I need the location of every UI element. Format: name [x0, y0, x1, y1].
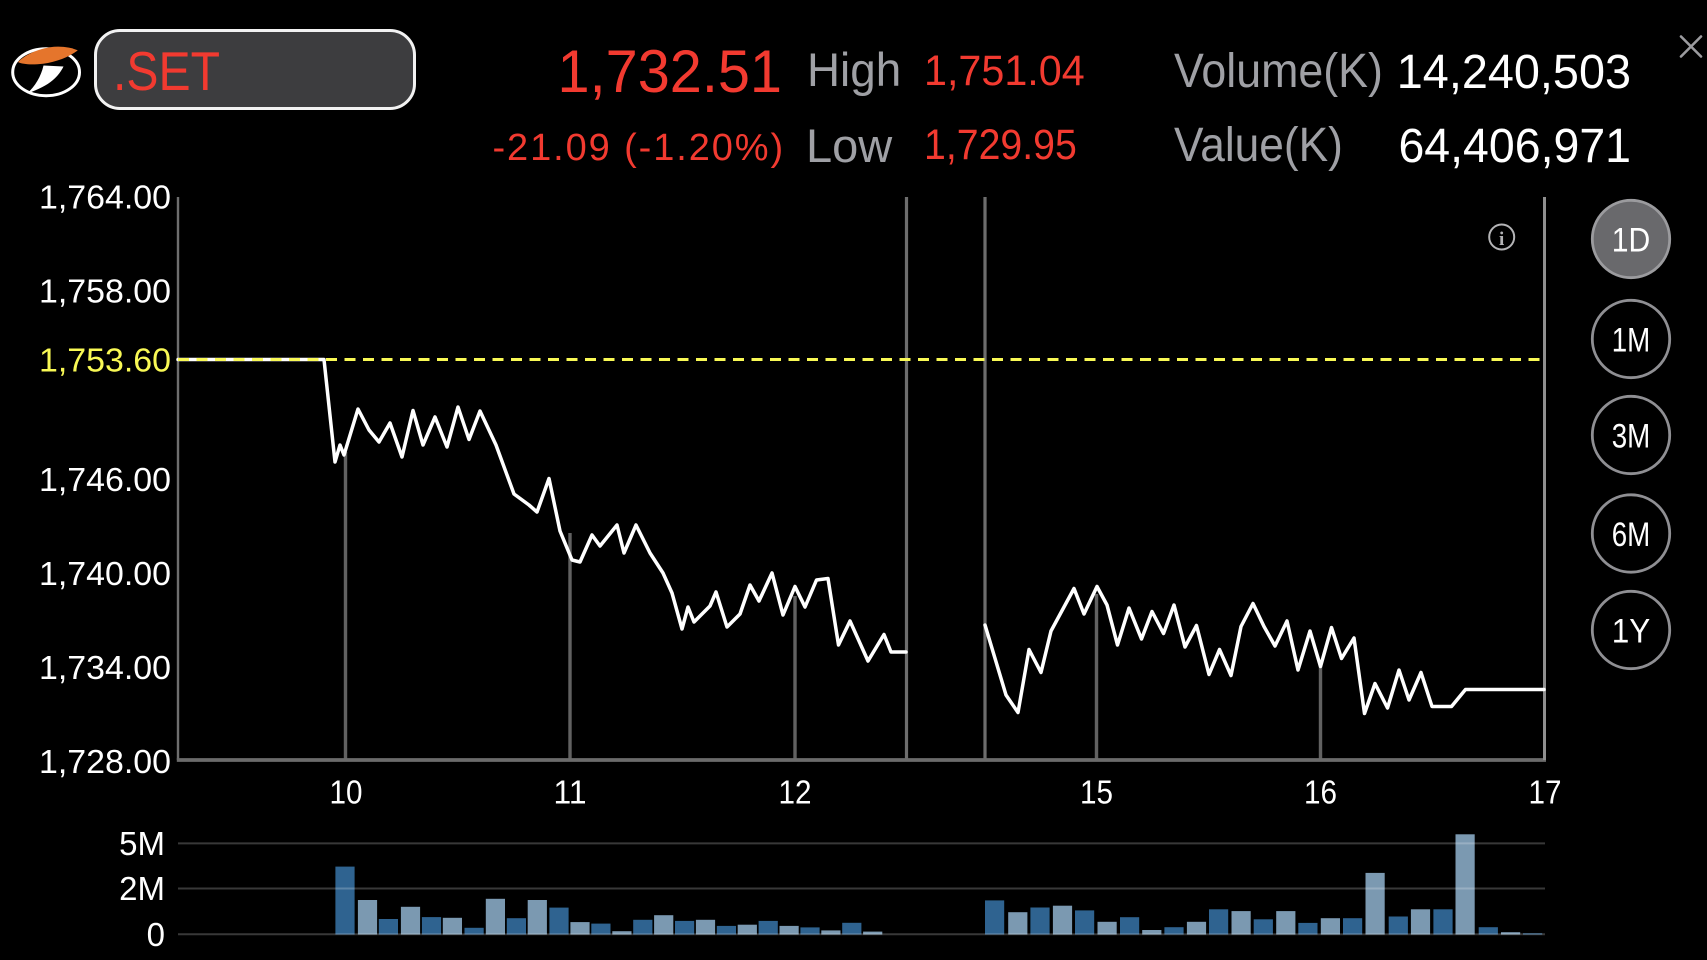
svg-text:17: 17 — [1529, 774, 1562, 811]
svg-text:1,758.00: 1,758.00 — [39, 273, 171, 310]
svg-text:11: 11 — [554, 774, 587, 811]
svg-text:3M: 3M — [1612, 417, 1651, 455]
svg-text:10: 10 — [330, 774, 363, 811]
svg-text:i: i — [1499, 229, 1504, 250]
svg-text:16: 16 — [1304, 774, 1337, 811]
svg-text:12: 12 — [779, 774, 812, 811]
svg-text:1,764.00: 1,764.00 — [39, 179, 171, 216]
svg-text:1D: 1D — [1612, 221, 1651, 259]
svg-text:1,728.00: 1,728.00 — [39, 743, 171, 780]
svg-text:1,740.00: 1,740.00 — [39, 555, 171, 592]
svg-text:1,734.00: 1,734.00 — [39, 649, 171, 686]
svg-text:1M: 1M — [1612, 321, 1651, 359]
svg-text:1Y: 1Y — [1612, 612, 1651, 650]
svg-text:15: 15 — [1080, 774, 1113, 811]
svg-text:0: 0 — [147, 916, 165, 953]
svg-text:5M: 5M — [119, 825, 165, 862]
svg-text:1,746.00: 1,746.00 — [39, 461, 171, 498]
svg-text:1,753.60: 1,753.60 — [39, 342, 171, 379]
svg-text:2M: 2M — [119, 870, 165, 907]
svg-text:6M: 6M — [1612, 516, 1651, 554]
